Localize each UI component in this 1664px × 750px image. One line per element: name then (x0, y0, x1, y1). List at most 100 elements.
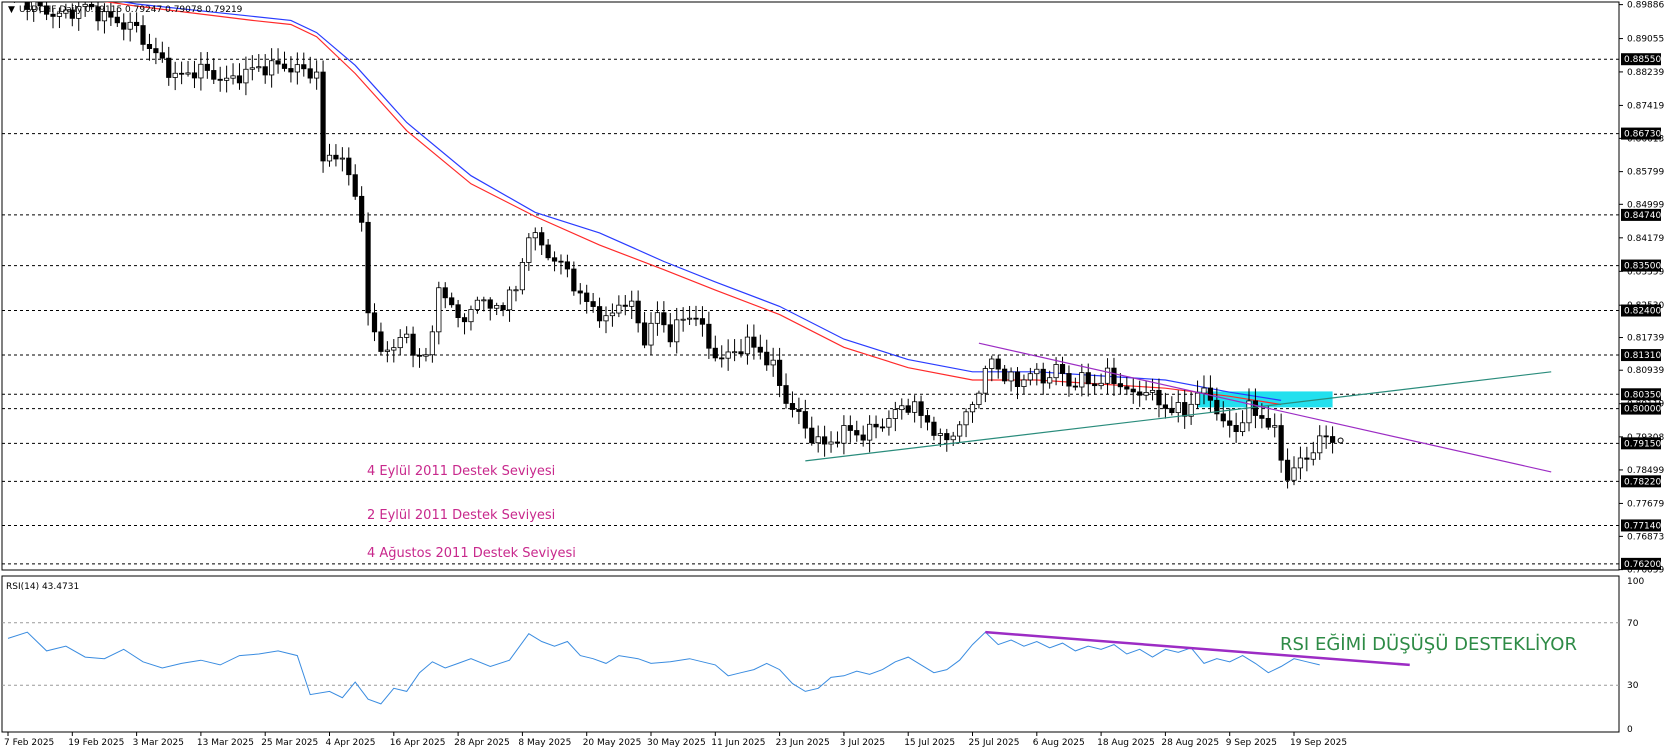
candle-bearish (1066, 373, 1072, 387)
candle-bullish (1188, 403, 1194, 417)
candle-bearish (333, 154, 339, 160)
rsi-layer (2, 622, 1619, 705)
candle-bearish (211, 70, 217, 80)
candle-bullish (31, 2, 37, 10)
candle-bearish (1085, 372, 1091, 385)
candle-bearish (944, 433, 950, 441)
price-tick-label: 0.81739 (1627, 334, 1664, 344)
candle-bullish (899, 405, 905, 411)
candle-bullish (224, 77, 230, 81)
annotation-support-1: 4 Eylül 2011 Destek Seviyesi (367, 464, 555, 479)
level-label: 0.80000 (1624, 405, 1661, 415)
price-pane (1, 1, 1620, 571)
candle-bullish (1047, 377, 1053, 384)
candle-bullish (198, 63, 204, 79)
rsi-annotation: RSI EĞİMİ DÜŞÜŞÜ DESTEKLİYOR (1280, 633, 1577, 655)
candle-bearish (622, 304, 628, 307)
candle-bullish (1034, 368, 1040, 375)
candle-bearish (1252, 400, 1259, 416)
candle-bearish (635, 300, 641, 324)
last-price-circle-icon (1337, 437, 1344, 444)
candle-bullish (269, 60, 275, 76)
candle-bearish (1137, 391, 1143, 396)
candle-bearish (661, 312, 667, 326)
candle-bearish (1130, 388, 1136, 393)
candle-bullish (429, 331, 435, 356)
candle-bearish (1220, 413, 1226, 422)
candle-bearish (1265, 417, 1271, 428)
time-tick-label: 18 Aug 2025 (1097, 738, 1155, 748)
candle-bearish (1124, 386, 1130, 390)
candle-bullish (1291, 467, 1297, 481)
candle-bearish (1259, 415, 1265, 419)
price-tick-label: 0.84179 (1627, 234, 1664, 244)
price-tick-label: 0.83359 (1627, 267, 1664, 277)
time-tick-label: 11 Jun 2025 (711, 738, 765, 748)
time-tick-label: 4 Apr 2025 (326, 738, 376, 748)
candle-bullish (519, 262, 526, 291)
candle-bullish (686, 317, 693, 320)
candle-bearish (590, 301, 596, 307)
candle-bullish (1098, 382, 1104, 387)
rsi-label: RSI(14) 43.4731 (6, 582, 79, 592)
candle-bearish (1304, 457, 1310, 460)
candle-bullish (404, 333, 410, 338)
candle-bearish (236, 75, 243, 84)
descending-trend-line (978, 342, 1552, 473)
candle-bearish (371, 312, 378, 333)
candle-bearish (693, 317, 699, 320)
candle-bearish (288, 68, 294, 73)
candle-bullish (56, 12, 63, 17)
candle-bullish (474, 299, 480, 310)
candle-bullish (912, 401, 918, 413)
time-tick-label: 28 Aug 2025 (1161, 738, 1219, 748)
candle-bearish (577, 290, 583, 294)
candle-bearish (918, 401, 924, 416)
level-label-box (1621, 259, 1661, 272)
candle-bearish (802, 411, 808, 429)
time-tick-label: 23 Jun 2025 (776, 738, 830, 748)
candle-bullish (423, 354, 429, 357)
candle-bearish (204, 63, 210, 71)
level-label-box (1621, 402, 1661, 415)
candle-bullish (744, 336, 751, 355)
candle-bearish (179, 72, 185, 75)
candle-bearish (1092, 383, 1098, 387)
candle-bearish (88, 3, 95, 8)
annotation-support-3: 4 Ağustos 2011 Destek Seviyesi (367, 546, 576, 561)
candle-bearish (551, 257, 558, 262)
candle-bearish (1284, 459, 1291, 481)
level-label-box (1621, 388, 1661, 401)
candle-bullish (513, 289, 519, 292)
price-tick-label: 0.89055 (1627, 35, 1664, 45)
candle-bullish (172, 72, 178, 78)
candle-bearish (359, 195, 365, 223)
candle-bullish (436, 287, 442, 333)
candle-bullish (1317, 435, 1323, 454)
candle-bullish (230, 75, 236, 79)
candle-bearish (757, 346, 763, 353)
candle-bullish (1272, 425, 1278, 428)
candle-bullish (950, 435, 956, 441)
candle-bullish (629, 300, 635, 307)
candle-bearish (712, 347, 718, 359)
candle-bullish (674, 319, 680, 343)
candle-bearish (584, 292, 590, 302)
price-tick-label: 0.89886 (1627, 1, 1664, 11)
candle-bearish (1072, 385, 1078, 388)
candle-bearish (1040, 368, 1046, 384)
time-tick-label: 8 May 2025 (518, 738, 571, 748)
candle-bearish (596, 306, 603, 322)
candle-bearish (500, 305, 506, 311)
candle-bearish (564, 261, 571, 270)
candle-bearish (924, 415, 931, 423)
candle-bearish (262, 66, 268, 76)
candle-bearish (1329, 436, 1336, 443)
level-label: 0.84740 (1624, 211, 1661, 221)
candle-bearish (301, 64, 307, 70)
triangle-down-icon[interactable]: ▼ (8, 5, 15, 15)
candle-bearish (140, 25, 146, 45)
candle-bearish (1059, 364, 1066, 374)
time-tick-label: 3 Mar 2025 (133, 738, 184, 748)
time-tick-label: 15 Jul 2025 (904, 738, 955, 748)
